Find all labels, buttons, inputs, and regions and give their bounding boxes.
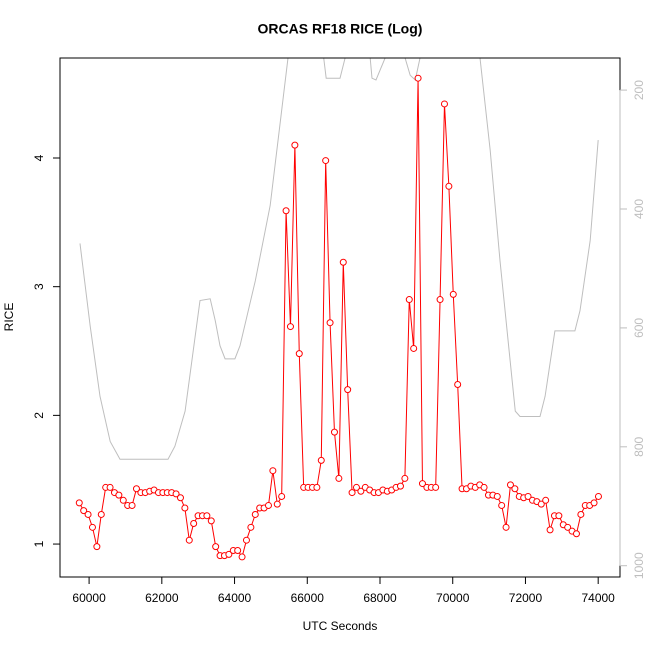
data-point	[278, 492, 286, 500]
x-tick-label: 66000	[291, 591, 325, 605]
y-tick-label: 4	[32, 154, 46, 161]
data-point	[396, 482, 404, 490]
y2-tick-label: 800	[632, 436, 646, 456]
data-point	[352, 483, 360, 491]
data-point	[203, 512, 211, 520]
x-tick-label: 64000	[218, 591, 252, 605]
data-point	[418, 480, 426, 488]
y-axis-label: RICE	[2, 303, 16, 332]
data-point	[577, 510, 585, 518]
data-point	[225, 550, 233, 558]
data-point	[511, 485, 519, 493]
data-point	[322, 157, 330, 165]
y2-tick-label: 200	[632, 80, 646, 100]
data-point	[335, 474, 343, 482]
y-tick-label: 1	[32, 540, 46, 547]
data-point	[449, 290, 457, 298]
data-point	[93, 543, 101, 551]
data-point	[506, 481, 514, 489]
data-point	[537, 500, 545, 508]
data-point	[348, 489, 356, 497]
data-point	[97, 510, 105, 518]
data-point	[542, 496, 550, 504]
x-tick-label: 62000	[145, 591, 179, 605]
data-point	[181, 504, 189, 512]
data-point	[344, 386, 352, 394]
data-point	[330, 428, 338, 436]
x-tick-label: 74000	[581, 591, 615, 605]
data-point	[88, 523, 96, 531]
data-point	[238, 553, 246, 561]
data-point	[524, 492, 532, 500]
data-point	[251, 510, 259, 518]
data-point	[502, 523, 510, 531]
data-point	[212, 543, 220, 551]
data-point	[84, 510, 92, 518]
y-tick-label: 2	[32, 412, 46, 419]
data-point	[555, 512, 563, 520]
data-point	[401, 474, 409, 482]
data-point	[286, 323, 294, 331]
data-point	[119, 496, 127, 504]
data-point	[273, 500, 281, 508]
data-point	[295, 350, 303, 358]
data-point	[326, 319, 334, 327]
data-point	[594, 492, 602, 500]
data-point	[414, 74, 422, 82]
data-point	[590, 499, 598, 507]
data-point	[172, 490, 180, 498]
y2-tick-label: 400	[632, 199, 646, 219]
data-point	[454, 380, 462, 388]
data-point	[132, 485, 140, 493]
data-point	[410, 344, 418, 352]
data-point	[572, 530, 580, 538]
data-point	[432, 483, 440, 491]
x-axis-label: UTC Seconds	[303, 619, 378, 633]
y-tick-label: 3	[32, 283, 46, 290]
chart-title: ORCAS RF18 RICE (Log)	[258, 21, 423, 37]
x-tick-label: 60000	[72, 591, 106, 605]
data-point	[357, 487, 365, 495]
data-point	[498, 501, 506, 509]
data-point	[440, 100, 448, 108]
data-point	[564, 523, 572, 531]
data-point	[185, 536, 193, 544]
data-point	[264, 501, 272, 509]
x-tick-label: 72000	[509, 591, 543, 605]
data-point	[106, 483, 114, 491]
data-point	[269, 467, 277, 475]
data-point	[128, 501, 136, 509]
data-point	[493, 492, 501, 500]
data-point	[282, 207, 290, 215]
series-line	[79, 58, 599, 460]
x-tick-label: 70000	[436, 591, 470, 605]
x-tick-label: 68000	[363, 591, 397, 605]
plot-area	[75, 58, 602, 561]
data-point	[480, 483, 488, 491]
data-point	[546, 526, 554, 534]
data-point	[234, 546, 242, 554]
data-point	[405, 296, 413, 304]
data-point	[445, 182, 453, 190]
data-point	[207, 517, 215, 525]
data-point	[75, 499, 83, 507]
y2-tick-label: 1000	[632, 552, 646, 579]
data-point	[291, 141, 299, 149]
data-point	[176, 494, 184, 502]
data-point	[313, 483, 321, 491]
data-point	[80, 507, 88, 515]
data-point	[339, 258, 347, 266]
data-point	[436, 296, 444, 304]
data-point	[247, 523, 255, 531]
y2-tick-label: 600	[632, 318, 646, 338]
data-point	[115, 491, 123, 499]
data-point	[317, 456, 325, 464]
data-point	[242, 536, 250, 544]
data-point	[190, 519, 198, 527]
